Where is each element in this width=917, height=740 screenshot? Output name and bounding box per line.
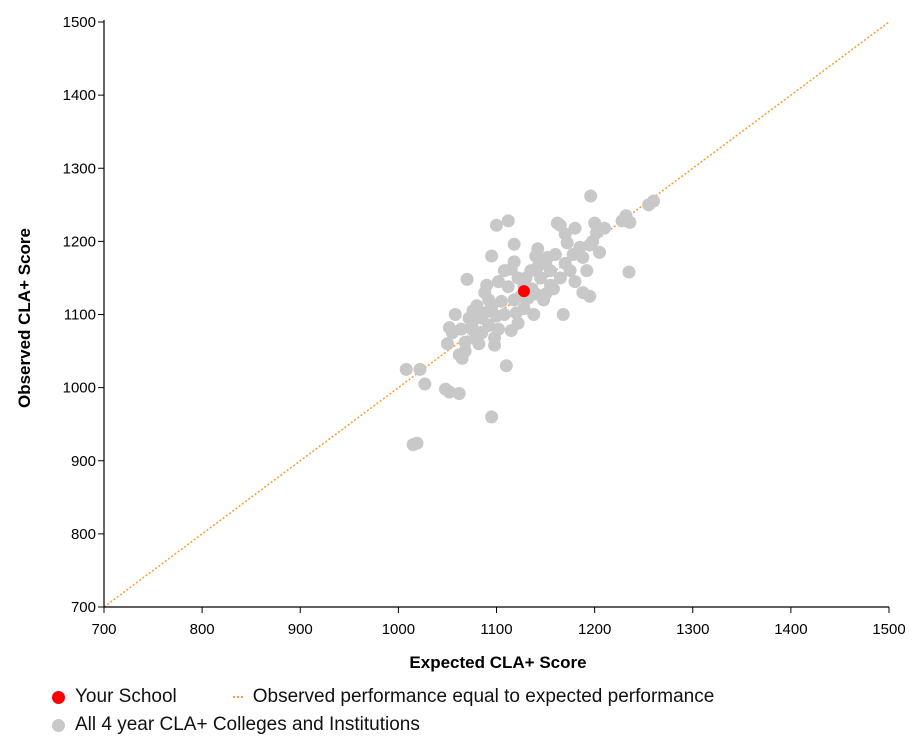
point-all-4-year-cla-colleges-and-institutions-71 [556,308,570,321]
point-all-4-year-cla-colleges-and-institutions-94 [623,215,637,229]
gray-dot-icon [52,718,65,732]
point-all-4-year-cla-colleges-and-institutions-3 [413,362,427,376]
y-axis-title: Observed CLA+ Score [15,228,34,408]
y-tick-label-800: 800 [71,526,96,543]
legend-item-reference-line: Observed performance equal to expected p… [177,686,715,708]
axes: 700 800 900 1000 1100 1200 1300 1400 1500 700 800 9… [63,14,906,638]
point-all-4-year-cla-colleges-and-institutions-56 [527,308,541,321]
x-tick-label-900: 900 [288,621,313,638]
scatter-chart: 700 800 900 1000 1100 1200 1300 1400 1500 700 800 9… [15,14,906,672]
point-all-4-year-cla-colleges-and-institutions-31 [485,249,499,263]
point-all-4-year-cla-colleges-and-institutions-22 [472,337,486,351]
y-tick-label-700: 700 [71,599,96,616]
legend-label-your-school: Your School [75,686,177,707]
point-all-4-year-cla-colleges-and-institutions-79 [573,240,587,254]
legend-label-reference-line: Observed performance equal to expected p… [252,686,715,707]
x-tick-label-1400: 1400 [774,621,807,638]
point-all-4-year-cla-colleges-and-institutions-45 [507,237,521,251]
point-all-4-year-cla-colleges-and-institutions-28 [482,318,496,332]
y-tick-label-1100: 1100 [64,307,96,324]
x-tick-label-1000: 1000 [382,621,415,638]
point-all-4-year-cla-colleges-and-institutions-65 [543,264,557,278]
point-all-4-year-cla-colleges-and-institutions-83 [583,289,597,303]
point-all-4-year-cla-colleges-and-institutions-36 [491,322,505,336]
legend-item-your-school: Your School [52,686,177,708]
point-all-4-year-cla-colleges-and-institutions-74 [560,236,574,250]
point-all-4-year-cla-colleges-and-institutions-7 [452,386,466,400]
point-all-4-year-cla-colleges-and-institutions-93 [622,265,636,279]
point-all-4-year-cla-colleges-and-institutions-97 [478,286,492,300]
legend-label-all-institutions: All 4 year CLA+ Colleges and Institution… [75,714,420,735]
point-all-4-year-cla-colleges-and-institutions-8 [440,337,454,351]
x-axis-title: Expected CLA+ Score [409,653,586,672]
y-tick-label-1000: 1000 [63,380,96,397]
point-all-4-year-cla-colleges-and-institutions-40 [499,359,513,373]
point-all-4-year-cla-colleges-and-institutions-6 [442,385,456,399]
legend-item-all-institutions: All 4 year CLA+ Colleges and Institution… [52,714,420,736]
x-tick-label-1300: 1300 [676,621,709,638]
point-all-4-year-cla-colleges-and-institutions-37 [494,294,508,308]
point-all-4-year-cla-colleges-and-institutions-99 [517,302,531,316]
point-all-4-year-cla-colleges-and-institutions-70 [553,271,567,285]
point-all-4-year-cla-colleges-and-institutions-103 [507,255,521,269]
point-all-4-year-cla-colleges-and-institutions-100 [539,287,553,301]
y-tick-label-1400: 1400 [63,87,96,104]
y-tick-label-900: 900 [71,453,96,470]
point-all-4-year-cla-colleges-and-institutions-42 [501,214,515,228]
legend-row-2: All 4 year CLA+ Colleges and Institution… [52,711,912,739]
y-tick-label-1200: 1200 [63,233,96,250]
point-all-4-year-cla-colleges-and-institutions-104 [529,287,543,301]
y-tick-label-1300: 1300 [63,160,96,177]
point-all-4-year-cla-colleges-and-institutions-11 [448,308,462,321]
point-all-4-year-cla-colleges-and-institutions-67 [548,248,562,262]
point-all-4-year-cla-colleges-and-institutions-78 [568,221,582,235]
point-all-4-year-cla-colleges-and-institutions-85 [584,189,598,203]
x-tick-label-800: 800 [190,621,215,638]
point-all-4-year-cla-colleges-and-institutions-102 [454,322,468,336]
point-all-4-year-cla-colleges-and-institutions-19 [460,272,474,286]
y-tick-label-1500: 1500 [63,14,96,31]
point-all-4-year-cla-colleges-and-institutions-60 [534,271,548,285]
point-all-4-year-cla-colleges-and-institutions-82 [580,264,594,278]
point-all-4-year-cla-colleges-and-institutions-15 [458,344,472,358]
point-all-4-year-cla-colleges-and-institutions-81 [576,250,590,264]
point-your-school-0 [517,285,530,298]
x-tick-label-700: 700 [91,621,116,638]
point-all-4-year-cla-colleges-and-institutions-34 [490,218,503,232]
point-all-4-year-cla-colleges-and-institutions-101 [466,304,480,318]
point-all-4-year-cla-colleges-and-institutions-77 [568,275,582,289]
point-all-4-year-cla-colleges-and-institutions-1 [410,436,424,450]
point-all-4-year-cla-colleges-and-institutions-49 [511,316,525,330]
point-all-4-year-cla-colleges-and-institutions-39 [497,308,511,321]
dotted-line-icon [232,696,243,698]
point-all-4-year-cla-colleges-and-institutions-10 [442,321,456,335]
point-all-4-year-cla-colleges-and-institutions-90 [597,221,611,235]
point-all-4-year-cla-colleges-and-institutions-75 [563,264,577,278]
point-all-4-year-cla-colleges-and-institutions-4 [418,377,432,391]
red-dot-icon [52,690,65,704]
x-tick-label-1100: 1100 [480,621,512,638]
x-tick-label-1500: 1500 [872,621,905,638]
point-all-4-year-cla-colleges-and-institutions-2 [399,362,413,376]
point-all-4-year-cla-colleges-and-institutions-30 [485,410,499,424]
point-all-4-year-cla-colleges-and-institutions-98 [491,275,505,289]
point-all-4-year-cla-colleges-and-institutions-41 [501,280,515,294]
point-all-4-year-cla-colleges-and-institutions-96 [647,194,660,208]
x-tick-label-1200: 1200 [578,621,611,638]
legend: Your School Observed performance equal t… [52,683,912,739]
plot-area [103,21,890,608]
point-all-4-year-cla-colleges-and-institutions-89 [593,245,607,259]
point-all-4-year-cla-colleges-and-institutions-59 [531,242,545,256]
legend-row-1: Your School Observed performance equal t… [52,683,912,711]
